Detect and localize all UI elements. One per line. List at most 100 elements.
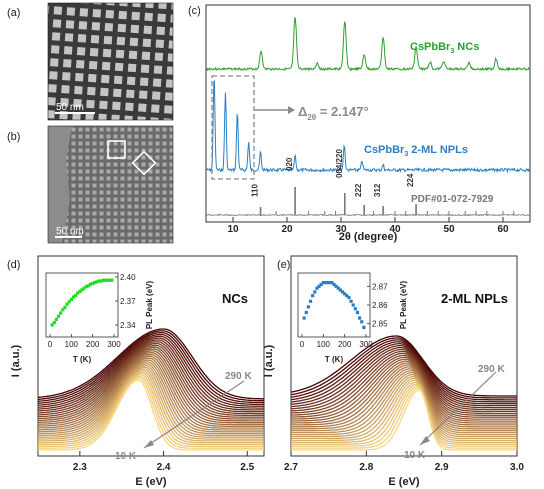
pl-ncs-y-label: I (a.u.) — [10, 344, 22, 377]
pl-curve-13 — [38, 355, 264, 427]
xrd-hkl-labels: 110 020 004/220 222 312 224 — [251, 149, 416, 197]
xrd-tick-label-3: 40 — [389, 224, 401, 235]
hkl-label-3: 222 — [354, 183, 363, 197]
xrd-frame — [205, 4, 531, 223]
inset-point-15 — [82, 286, 86, 290]
inset-point-5 — [61, 308, 65, 312]
xrd-pdf-baseline — [205, 213, 531, 217]
xrd-tick-label-0: 10 — [227, 224, 239, 235]
inset-point-23 — [351, 303, 355, 307]
inset-x-tick-label-0: 0 — [48, 340, 53, 349]
pl-tick-label-2: 2.9 — [435, 462, 449, 473]
inset-x-tick-label-0: 0 — [300, 340, 305, 349]
label-npls: CsPbBr3 2-ML NPLs — [364, 144, 468, 158]
pl-ncs-arrow — [143, 380, 245, 449]
inset-point-21 — [95, 280, 99, 284]
inset-y-tick-label-2: 2.40 — [120, 273, 136, 282]
inset-point-9 — [321, 281, 325, 285]
pl-curve-27 — [290, 337, 517, 399]
inset-point-13 — [330, 281, 334, 285]
highlight-box-1 — [107, 140, 126, 159]
inset-y-tick-label-1: 2.86 — [372, 301, 388, 310]
pl-curve-9 — [291, 372, 517, 434]
pl-curve-7 — [38, 366, 264, 438]
pl-npls-inset-y-label: PL Peak (eV) — [399, 281, 408, 330]
hkl-label-5: 224 — [406, 173, 415, 187]
panel-label-d: (d) — [7, 259, 20, 271]
inset-point-8 — [67, 300, 71, 304]
inset-point-27 — [360, 320, 364, 324]
xrd-x-ticks: 10 20 30 40 50 60 — [227, 217, 509, 235]
pl-curve-10 — [38, 361, 264, 433]
pl-curve-15 — [38, 352, 264, 424]
inset-point-0 — [50, 323, 54, 327]
pl-curve-11 — [38, 359, 264, 431]
pl-npls-inset-x-label: T (K) — [325, 355, 344, 364]
pl-npls-inset — [297, 272, 371, 338]
pl-tick-label-0: 2.3 — [73, 462, 87, 473]
inset-point-1 — [52, 321, 56, 325]
pl-curve-22 — [37, 339, 264, 411]
pl-curve-19 — [290, 352, 517, 415]
pl-ncs-hot: 290 K — [225, 371, 252, 382]
pl-curve-10 — [291, 370, 517, 432]
pl-npls-curves — [290, 335, 517, 451]
pl-curve-24 — [37, 335, 264, 407]
pl-ncs-frame — [37, 255, 265, 457]
inset-x-tick-label-2: 200 — [86, 340, 100, 349]
inset-point-9 — [69, 297, 73, 301]
pl-curve-3 — [38, 373, 264, 446]
pl-curve-27 — [37, 330, 264, 402]
inset-point-15 — [334, 284, 338, 288]
pl-ncs-curves — [37, 328, 265, 451]
inset-point-24 — [101, 278, 105, 282]
pl-npls-x-label: E (eV) — [388, 476, 420, 488]
inset-point-4 — [311, 294, 315, 298]
pl-npls-x-ticks: 2.7 2.8 2.9 3.0 — [284, 451, 524, 473]
pl-curve-23 — [37, 337, 264, 409]
pl-curve-15 — [291, 360, 517, 422]
inset-point-25 — [355, 310, 360, 315]
xrd-tick-label-2: 30 — [335, 224, 347, 235]
pl-curve-14 — [37, 353, 264, 426]
pl-curve-17 — [290, 356, 517, 418]
pl-curve-0 — [291, 389, 517, 451]
pl-curve-2 — [291, 385, 517, 447]
pl-curve-5 — [38, 370, 264, 442]
pl-tick-label-2: 2.5 — [240, 462, 254, 473]
inset-point-20 — [93, 281, 97, 285]
inset-point-21 — [347, 295, 351, 300]
label-pdf: PDF#01-072-7929 — [411, 194, 494, 205]
inset-point-18 — [88, 282, 93, 286]
pl-curve-1 — [291, 387, 517, 449]
pl-npls-frame — [290, 255, 518, 457]
pl-curve-0 — [38, 379, 264, 451]
pl-curve-18 — [291, 354, 517, 416]
panel-label-c: (c) — [188, 5, 201, 17]
panel-label-b: (b) — [7, 131, 20, 143]
pl-curve-14 — [291, 362, 517, 424]
pl-curve-25 — [37, 333, 264, 406]
pl-curve-7 — [291, 375, 517, 438]
inset-point-14 — [80, 288, 84, 292]
inset-point-17 — [86, 284, 90, 288]
xrd-tick-label-4: 50 — [443, 224, 455, 235]
inset-point-27 — [108, 278, 112, 282]
pl-curve-6 — [38, 368, 264, 440]
pl-curve-13 — [291, 364, 517, 426]
panel-label-a: (a) — [7, 7, 20, 19]
inset-point-8 — [319, 282, 323, 287]
hkl-label-1: 020 — [285, 157, 294, 171]
low-angle-box — [211, 75, 255, 180]
inset-x-tick-label-1: 100 — [317, 340, 331, 349]
pl-curve-9 — [38, 362, 264, 435]
inset-point-11 — [326, 281, 330, 285]
inset-point-10 — [71, 295, 76, 299]
xrd-pdf-sticks — [259, 187, 515, 215]
pl-curve-11 — [291, 368, 517, 430]
inset-point-28 — [362, 325, 366, 329]
pl-curve-24 — [290, 343, 517, 405]
inset-x-tick-label-3: 300 — [107, 340, 121, 349]
pl-ncs-inset-ticks: 0 100 200 300 2.34 2.37 2.40 — [48, 273, 136, 349]
inset-point-25 — [103, 278, 108, 282]
